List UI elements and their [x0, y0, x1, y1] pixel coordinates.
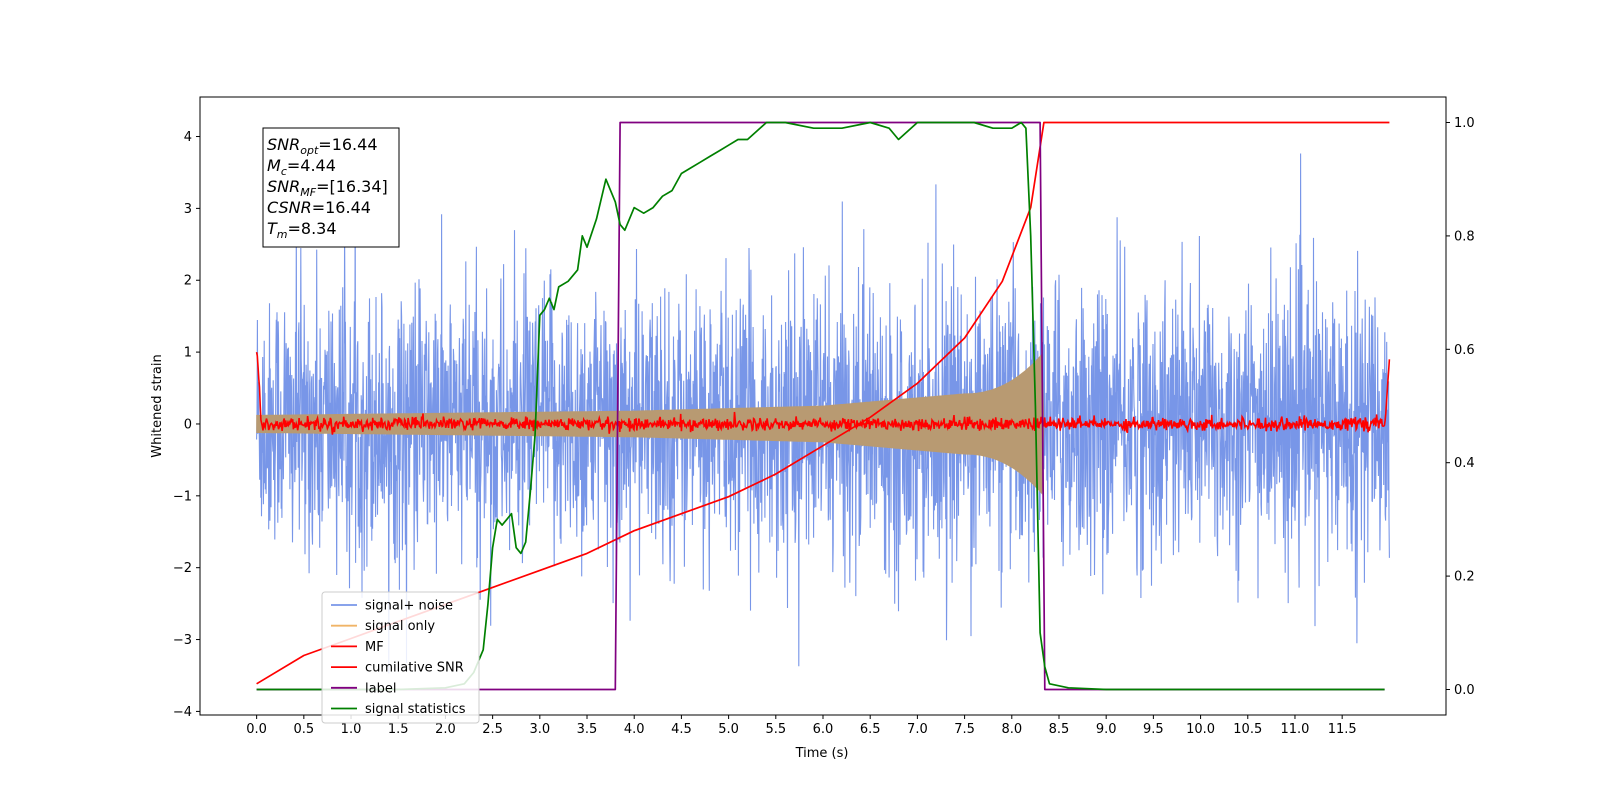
x-tick-label: 0.5	[293, 722, 314, 737]
x-tick-label: 10.5	[1233, 722, 1262, 737]
y-tick-label: 4	[184, 130, 192, 145]
y-tick-label: 1	[184, 346, 192, 361]
x-tick-label: 8.0	[1001, 722, 1022, 737]
y2-tick-label: 0.8	[1454, 229, 1475, 244]
legend-label: signal+ noise	[365, 599, 453, 614]
legend-label: cumilative SNR	[365, 661, 464, 676]
legend-label: signal statistics	[365, 702, 466, 717]
series-signal-statistics	[256, 121, 1385, 691]
x-tick-label: 9.5	[1143, 722, 1164, 737]
info-box: SNRopt=16.44Mc=4.44SNRMF=[16.34]CSNR=16.…	[262, 127, 400, 248]
x-tick-label: 1.0	[341, 722, 362, 737]
series-mf	[255, 351, 1391, 435]
y2-tick-label: 0.0	[1454, 683, 1475, 698]
x-tick-label: 3.5	[577, 722, 598, 737]
info-box-frame	[262, 127, 400, 248]
legend-label: MF	[365, 640, 384, 655]
x-tick-label: 2.5	[482, 722, 503, 737]
x-tick-label: 8.5	[1049, 722, 1070, 737]
y-tick-label: 3	[184, 202, 192, 217]
x-tick-label: 4.0	[624, 722, 645, 737]
x-tick-label: 2.0	[435, 722, 456, 737]
x-tick-label: 1.5	[388, 722, 409, 737]
legend-label: signal only	[365, 619, 435, 634]
y-tick-label: −1	[173, 489, 192, 504]
legend-label: label	[365, 681, 396, 696]
x-tick-label: 9.0	[1096, 722, 1117, 737]
legend: signal+ noise signal only MF cumilative SNR…	[321, 591, 480, 724]
x-tick-label: 7.5	[954, 722, 975, 737]
x-axis-label: Time (s)	[795, 746, 849, 761]
x-tick-label: 5.0	[718, 722, 739, 737]
x-tick-label: 6.5	[860, 722, 881, 737]
x-tick-label: 7.0	[907, 722, 928, 737]
info-line: SNRopt=16.44	[267, 135, 378, 157]
y-tick-label: −2	[173, 561, 192, 576]
x-tick-label: 3.0	[529, 722, 550, 737]
y-axis-left: 4 3 2 1 0 −1 −2 −3 −4	[173, 130, 200, 720]
x-tick-label: 4.5	[671, 722, 692, 737]
y-tick-label: 2	[184, 274, 192, 289]
info-line: SNRMF=[16.34]	[267, 177, 388, 199]
y2-tick-label: 1.0	[1454, 116, 1475, 131]
info-line: Mc=4.44	[267, 156, 336, 178]
x-tick-label: 10.0	[1186, 722, 1215, 737]
x-tick-label: 11.5	[1328, 722, 1357, 737]
info-line: CSNR=16.44	[267, 198, 371, 217]
y2-tick-label: 0.4	[1454, 456, 1475, 471]
x-tick-label: 0.0	[246, 722, 267, 737]
y-tick-label: −4	[173, 705, 192, 720]
y2-tick-label: 0.2	[1454, 570, 1475, 585]
legend-frame	[321, 591, 480, 724]
y-axis-label: Whitened strain	[150, 354, 165, 457]
y2-tick-label: 0.6	[1454, 343, 1475, 358]
y-tick-label: 0	[184, 417, 192, 432]
y-axis-right: 1.0 0.8 0.6 0.4 0.2 0.0	[1446, 116, 1475, 698]
x-tick-label: 6.0	[813, 722, 834, 737]
x-tick-label: 5.5	[765, 722, 786, 737]
x-axis: 0.0 0.5 1.0 1.5 2.0 2.5 3.0 3.5 4.0 4.5 5.0 5.5 6.0 6…	[246, 715, 1357, 737]
y-tick-label: −3	[173, 633, 192, 648]
x-tick-label: 11.0	[1280, 722, 1309, 737]
info-line: Tm=8.34	[267, 219, 337, 241]
